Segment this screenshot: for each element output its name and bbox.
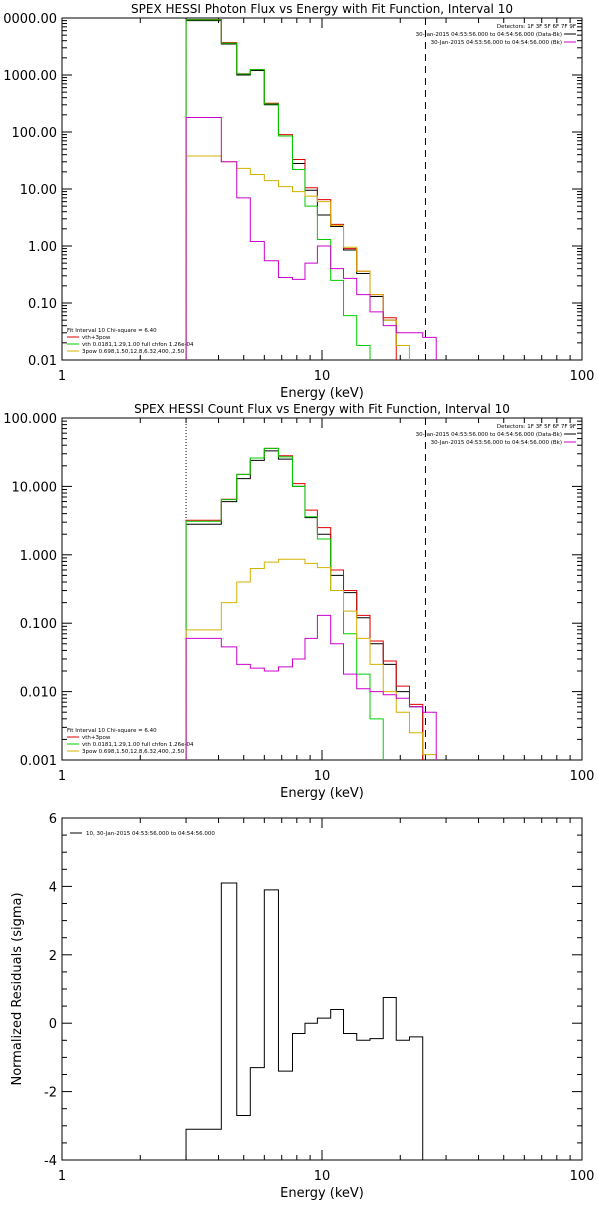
x-axis-label: Energy (keV) <box>280 386 364 401</box>
x-tick-label: 100 <box>570 369 595 384</box>
y-tick-label: 10.00 <box>20 183 57 198</box>
x-tick-label: 1 <box>58 369 66 384</box>
legend-item-2: vth 0.0181,1.29,1.00 full chfon 1.26e-04 <box>82 342 194 348</box>
plot-frame <box>61 17 583 361</box>
y-tick-label: -4 <box>44 1154 57 1169</box>
y-tick-label: 10.000 <box>12 480 58 495</box>
series-1-line <box>185 20 410 360</box>
x-tick-label: 10 <box>314 769 331 784</box>
panel-title: SPEX HESSI Photon Flux vs Energy with Fi… <box>131 2 513 16</box>
y-tick-label: 0.01 <box>28 354 57 369</box>
y-tick-label: 100.000 <box>3 412 57 427</box>
y-tick-label: 1.000 <box>20 549 57 564</box>
panel-1: SPEX HESSI Photon Flux vs Energy with Fi… <box>3 2 594 401</box>
legend-detectors: Detectors: 1F 3F 5F 6F 7F 9F <box>497 424 576 430</box>
plot-area <box>185 418 437 760</box>
x-tick-label: 100 <box>570 769 595 784</box>
y-tick-label: 0000.00 <box>3 12 57 27</box>
x-tick-label: 10 <box>314 1169 331 1184</box>
panel-title: SPEX HESSI Count Flux vs Energy with Fit… <box>134 402 510 416</box>
y-tick-label: 0.010 <box>20 686 57 701</box>
legend-item-2: vth 0.0181,1.29,1.00 full chfon 1.26e-04 <box>82 742 194 748</box>
legend-fit-info: Fit Interval 10 Chi-square = 6.40 <box>67 328 157 334</box>
series-3-line <box>185 447 384 760</box>
legend-residual-label: 10, 30-Jan-2015 04:53:56.000 to 04:54:56… <box>86 831 215 837</box>
y-tick-label: 100.00 <box>12 126 58 141</box>
y-tick-label: 6 <box>49 812 57 827</box>
legend-bk-label: 30-Jan-2015 04:53:56.000 to 04:54:56.000… <box>431 440 562 446</box>
series-3-line <box>185 19 371 360</box>
residuals-line <box>185 882 424 1160</box>
y-axis-label: Normalized Residuals (sigma) <box>10 892 25 1085</box>
plot-area <box>185 882 424 1160</box>
x-axis-label: Energy (keV) <box>280 1186 364 1200</box>
legend-data-label: 30-Jan-2015 04:53:56.000 to 04:54:56.000… <box>416 432 562 438</box>
y-tick-label: 0.10 <box>28 297 57 312</box>
series-4-line <box>185 155 410 360</box>
x-tick-label: 10 <box>314 369 331 384</box>
series-2-line <box>185 19 397 360</box>
legend-bk-label: 30-Jan-2015 04:53:56.000 to 04:54:56.000… <box>431 40 562 46</box>
y-tick-label: 0.001 <box>20 754 57 769</box>
y-tick-label: 1.00 <box>28 240 57 255</box>
series-4-line <box>185 558 437 760</box>
y-tick-label: 4 <box>49 880 57 895</box>
x-tick-label: 100 <box>570 1169 595 1184</box>
series-5-line <box>185 614 437 760</box>
legend-fit-info: Fit Interval 10 Chi-square = 6.40 <box>67 728 157 734</box>
legend-detectors: Detectors: 1F 3F 5F 6F 7F 9F <box>497 24 576 30</box>
plot-area <box>185 18 437 360</box>
legend-item-1: vth+3pow <box>82 735 111 741</box>
legend-item-1: vth+3pow <box>82 335 111 341</box>
x-tick-label: 1 <box>58 1169 66 1184</box>
legend-data-label: 30-Jan-2015 04:53:56.000 to 04:54:56.000… <box>416 32 562 38</box>
legend-item-3: 3pow 0.698,1.50,12.8,6.32,400.,2.50 <box>82 349 185 355</box>
y-tick-label: 0.100 <box>20 617 57 632</box>
x-axis-label: Energy (keV) <box>280 786 364 801</box>
series-5-line <box>185 116 437 360</box>
legend-item-3: 3pow 0.698,1.50,12.8,6.32,400.,2.50 <box>82 749 185 755</box>
y-tick-label: -2 <box>44 1086 57 1101</box>
y-tick-label: 0 <box>49 1017 57 1032</box>
plot-frame <box>61 817 583 1161</box>
plot-frame <box>61 417 583 761</box>
y-tick-label: 1000.00 <box>3 69 57 84</box>
x-tick-label: 1 <box>58 769 66 784</box>
panel-2: SPEX HESSI Count Flux vs Energy with Fit… <box>3 402 594 801</box>
y-tick-label: 2 <box>49 949 57 964</box>
panel-3: 1 10 100 Energy (keV) -4 -2 0 2 4 6 Normalized Res… <box>10 812 595 1201</box>
